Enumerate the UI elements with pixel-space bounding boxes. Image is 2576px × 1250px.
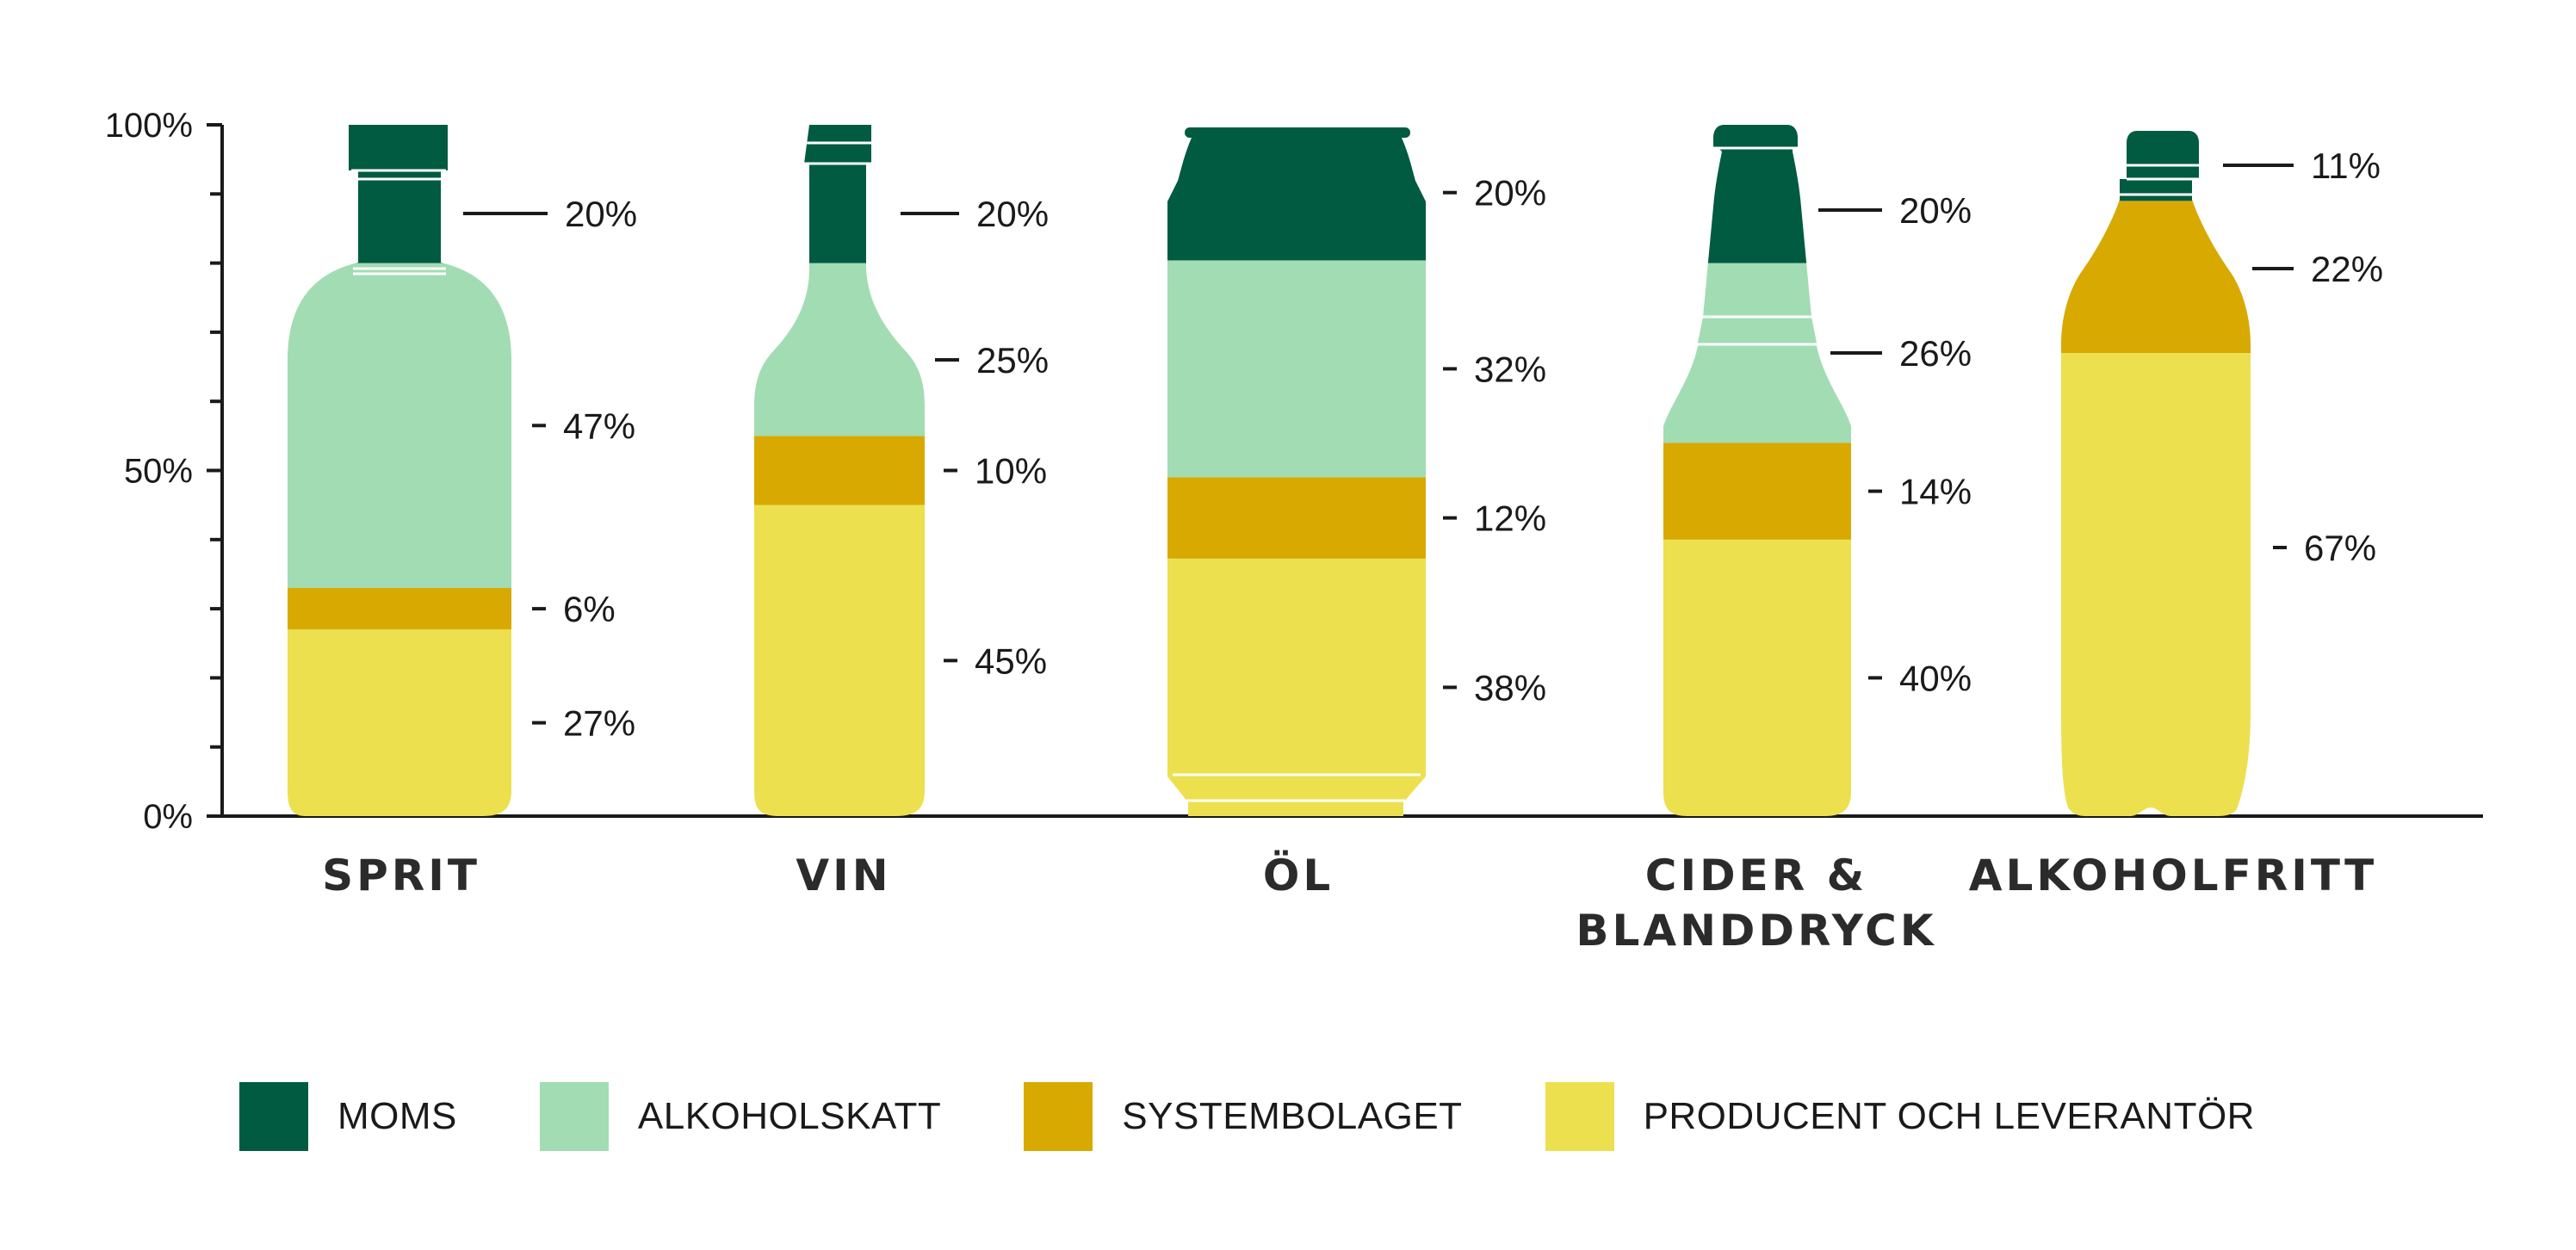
segment-producent-och-leverant-r [2061,352,2251,816]
value-label: 67% [2304,528,2376,568]
category-label: ALKOHOLFRITT [1969,851,2377,900]
segment-producent-och-leverant-r [754,504,925,816]
segment-systembolaget [1167,477,1426,559]
segment-alkoholskatt [1167,260,1426,478]
value-label: 11% [2311,145,2381,186]
value-label: 32% [1474,349,1546,389]
legend-label: ALKOHOLSKATT [637,1095,942,1137]
segment-producent-och-leverant-r [1663,539,1851,816]
legend-item: SYSTEMBOLAGET [1024,1082,1462,1151]
legend-item: ALKOHOLSKATT [539,1082,942,1151]
y-tick-label: 50% [124,453,193,491]
segment-moms [1663,125,1851,263]
category-label: ÖL [1263,850,1334,900]
value-label: 26% [1899,333,1972,374]
legend-swatch [1024,1082,1093,1151]
value-label: 47% [563,405,635,446]
value-label: 14% [1899,472,1972,512]
category-label: BLANDDRYCK [1576,906,1936,956]
segment-systembolaget [1663,442,1851,540]
bottle-cider-bottle [1663,125,1851,816]
value-label: 12% [1474,498,1546,539]
value-label: 20% [565,194,637,234]
bottle-spirits-bottle [288,125,511,816]
value-label: 6% [563,589,616,629]
segment-moms [1167,127,1426,261]
value-label: 20% [976,194,1049,234]
legend-item: MOMS [239,1082,457,1151]
value-labels: 27% 6% 47% 20% 45% 10% 25% 20% 38% 12% 32% 20% 40% 14… [463,145,2383,744]
category-label: VIN [796,851,891,900]
value-label: 25% [976,340,1049,381]
legend-item: PRODUCENT OCH LEVERANTÖR [1545,1082,2255,1151]
category-labels: SPRIT VIN ÖL CIDER & BLANDDRYCK ALKOHOLFRITT [322,850,2377,956]
y-tick-label: 0% [143,798,193,836]
legend-label: PRODUCENT OCH LEVERANTÖR [1643,1095,2255,1137]
legend-label: MOMS [337,1095,457,1137]
segment-producent-och-leverant-r [288,629,511,816]
segment-systembolaget [754,436,925,505]
legend-label: SYSTEMBOLAGET [1122,1095,1463,1137]
bottle-wine-bottle [754,125,925,816]
value-label: 20% [1474,173,1546,213]
legend: MOMS ALKOHOLSKATT SYSTEMBOLAGET PRODUCENT O… [239,1080,2338,1153]
value-label: 10% [975,451,1047,492]
bottle-pet-bottle [2061,131,2251,816]
value-label: 27% [563,703,635,744]
legend-swatch [239,1082,308,1151]
category-label: SPRIT [322,851,480,900]
bottle-beer-can [1167,127,1426,816]
value-label: 20% [1899,190,1972,231]
category-label: CIDER & [1645,851,1867,900]
segment-systembolaget [288,588,511,630]
segment-alkoholskatt [754,263,925,436]
segment-moms [2061,131,2251,201]
value-label: 22% [2311,249,2383,289]
value-label: 40% [1899,658,1972,698]
segment-moms [288,125,511,263]
segment-alkoholskatt [1663,263,1851,443]
legend-swatch [539,1082,609,1151]
segment-alkoholskatt [288,263,511,589]
segment-systembolaget [2061,201,2251,353]
value-label: 38% [1474,667,1546,708]
segment-moms [754,125,925,263]
legend-swatch [1545,1082,1614,1151]
y-tick-label: 100% [105,107,193,145]
value-label: 45% [975,640,1047,681]
segment-producent-och-leverant-r [1167,558,1426,816]
